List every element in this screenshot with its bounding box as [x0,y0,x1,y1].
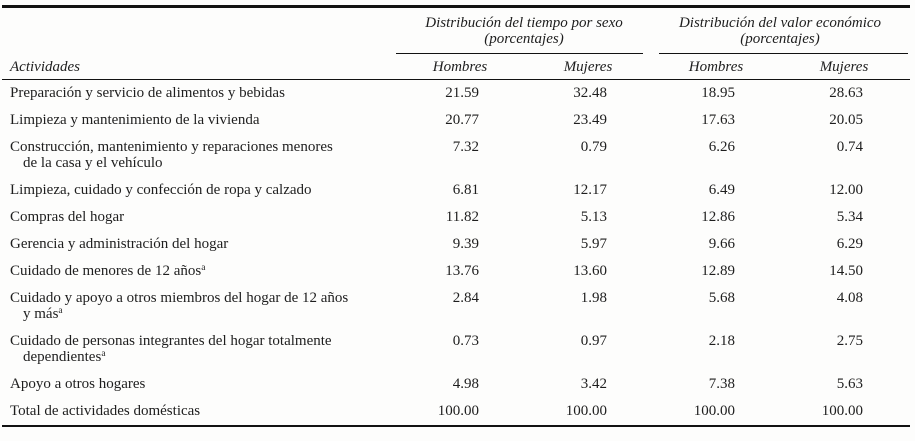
value-cell: 23.49 [573,112,607,129]
group-title-valor: Distribución del valor económico [678,14,882,31]
activity-label: Limpieza, cuidado y confección de ropa y… [10,182,312,199]
table-row: Cuidado y apoyo a otros miembros del hog… [2,285,910,328]
activity-label: Apoyo a otros hogares [10,376,146,393]
group-subtitle-tiempo: (porcentajes) [484,30,564,47]
value-cell: 11.82 [445,209,479,226]
value-cell: 18.95 [701,85,735,102]
activity-label: Compras del hogar [10,209,125,226]
value-cell: 2.18 [708,333,735,350]
activity-label: Cuidado de menores de 12 añosa [10,263,206,280]
table-row: Construcción, mantenimiento y reparacion… [2,134,910,177]
value-cell: 0.74 [836,139,863,156]
value-cell: 21.59 [445,85,479,102]
table-row: Total de actividades domésticas 100.00 100… [2,398,910,425]
footnote-mark: a [58,306,63,317]
table-row: Apoyo a otros hogares 4.98 3.42 7.38 5.63 [2,371,910,398]
value-cell: 5.97 [580,236,607,253]
table-row: Limpieza y mantenimiento de la vivienda 2… [2,107,910,134]
value-cell: 100.00 [565,403,607,420]
value-cell: 6.49 [708,182,735,199]
value-cell: 13.60 [573,263,607,280]
value-cell: 14.50 [829,263,863,280]
table-row: Preparación y servicio de alimentos y be… [2,80,910,107]
value-cell: 4.98 [452,376,479,393]
value-cell: 7.38 [708,376,735,393]
value-cell: 6.26 [708,139,735,156]
value-cell: 1.98 [580,290,607,307]
group-title-tiempo: Distribución del tiempo por sexo [425,14,623,31]
group-header-tiempo: Distribución del tiempo por sexo (porcen… [396,8,652,54]
value-cell: 0.79 [580,139,607,156]
activity-label: Limpieza y mantenimiento de la vivienda [10,112,260,129]
col-header-mujeres-tiempo: Mujeres [563,58,613,75]
value-cell: 17.63 [701,112,735,129]
value-cell: 9.66 [708,236,735,253]
activity-label: Cuidado de personas integrantes del hoga… [10,333,332,366]
value-cell: 0.73 [452,333,479,350]
group-header-valor: Distribución del valor económico (porcen… [652,8,908,54]
value-cell: 28.63 [829,85,863,102]
value-cell: 100.00 [693,403,735,420]
value-cell: 5.63 [836,376,863,393]
value-cell: 2.75 [836,333,863,350]
value-cell: 13.76 [445,263,479,280]
value-cell: 12.86 [701,209,735,226]
table-row: Limpieza, cuidado y confección de ropa y… [2,177,910,204]
table-row: Cuidado de personas integrantes del hoga… [2,328,910,371]
value-cell: 12.89 [701,263,735,280]
table-row: Gerencia y administración del hogar 9.39 5… [2,231,910,258]
value-cell: 5.34 [836,209,863,226]
value-cell: 2.84 [452,290,479,307]
value-cell: 20.77 [445,112,479,129]
table-row: Compras del hogar 11.82 5.13 12.86 5.34 [2,204,910,231]
value-cell: 5.68 [708,290,735,307]
group-subtitle-valor: (porcentajes) [740,30,820,47]
activity-label: Gerencia y administración del hogar [10,236,229,253]
value-cell: 20.05 [829,112,863,129]
value-cell: 6.29 [836,236,863,253]
value-cell: 12.00 [829,182,863,199]
group-underline-valor [659,52,908,54]
value-cell: 9.39 [452,236,479,253]
footnote-mark: a [201,263,206,274]
table-bottom-rule [2,424,910,428]
value-cell: 7.32 [452,139,479,156]
col-header-hombres-tiempo: Hombres [432,58,488,75]
value-cell: 0.97 [580,333,607,350]
group-header-row: Distribución del tiempo por sexo (porcen… [2,8,910,54]
activity-label: Cuidado y apoyo a otros miembros del hog… [10,290,349,323]
col-header-mujeres-valor: Mujeres [819,58,869,75]
value-cell: 3.42 [580,376,607,393]
group-underline-tiempo [396,52,643,54]
col-header-hombres-valor: Hombres [688,58,744,75]
activities-column-header: Actividades [10,58,80,75]
value-cell: 32.48 [573,85,607,102]
activity-label: Construcción, mantenimiento y reparacion… [10,139,333,172]
header-separator-rule [2,78,910,80]
table-row: Cuidado de menores de 12 añosa 13.76 13.60… [2,258,910,285]
activity-label: Preparación y servicio de alimentos y be… [10,85,285,102]
value-cell: 100.00 [821,403,863,420]
value-cell: 4.08 [836,290,863,307]
table-body: Preparación y servicio de alimentos y be… [2,80,910,425]
group-header-spacer [2,8,396,54]
value-cell: 5.13 [580,209,607,226]
column-header-row: Actividades Hombres Mujeres Hombres Muje… [2,54,910,79]
value-cell: 6.81 [452,182,479,199]
table-top-rule [2,5,910,8]
activity-label: Total de actividades domésticas [10,403,201,420]
statistics-table: Distribución del tiempo por sexo (porcen… [2,5,910,428]
value-cell: 12.17 [573,182,607,199]
value-cell: 100.00 [437,403,479,420]
footnote-mark: a [101,349,106,360]
